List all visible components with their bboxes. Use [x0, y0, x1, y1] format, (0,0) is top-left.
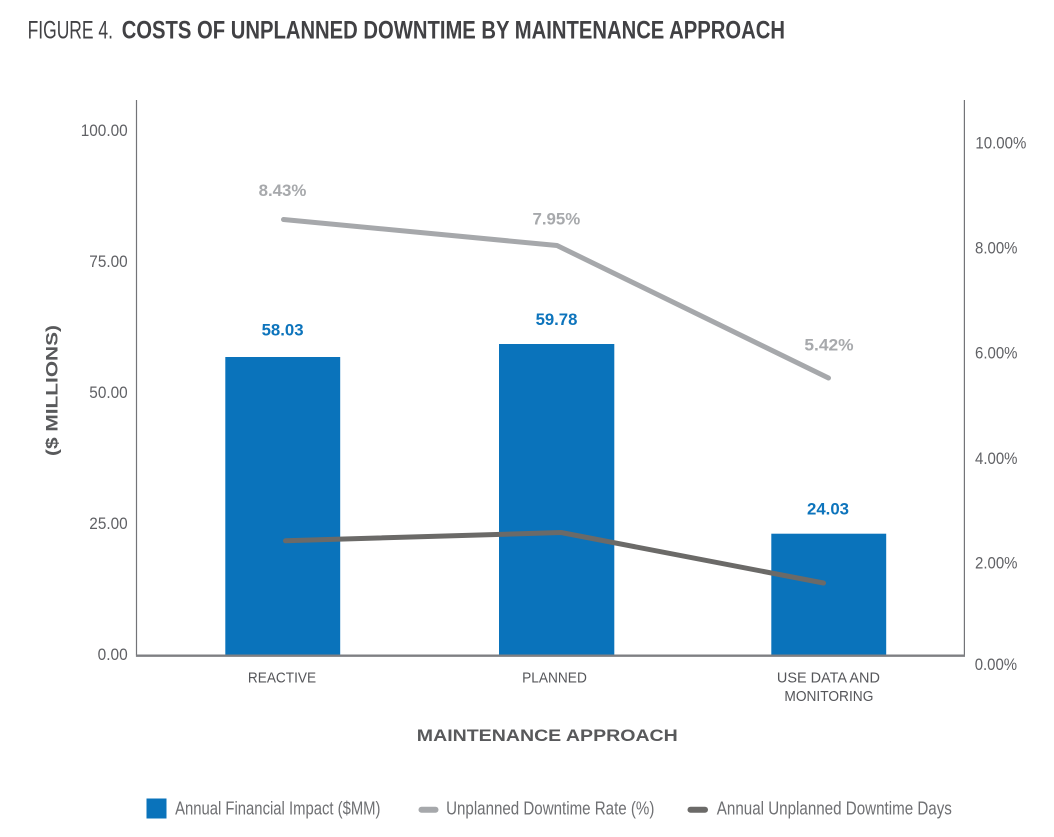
svg-text:COSTS OF UNPLANNED DOWNTIME BY: COSTS OF UNPLANNED DOWNTIME BY MAINTENAN… — [122, 17, 785, 45]
svg-text:2.00%: 2.00% — [975, 554, 1018, 572]
svg-text:59.78: 59.78 — [536, 310, 578, 329]
svg-text:10.00%: 10.00% — [975, 135, 1026, 153]
svg-text:Unplanned Downtime Rate (%): Unplanned Downtime Rate (%) — [446, 798, 654, 819]
svg-text:8.00%: 8.00% — [975, 240, 1018, 258]
svg-text:0.00: 0.00 — [98, 646, 128, 664]
svg-text:25.00: 25.00 — [89, 515, 127, 533]
svg-text:($ MILLIONS): ($ MILLIONS) — [44, 325, 62, 456]
svg-text:24.03: 24.03 — [807, 500, 849, 519]
svg-text:5.42%: 5.42% — [804, 335, 853, 354]
svg-text:Annual Unplanned Downtime Days: Annual Unplanned Downtime Days — [717, 798, 952, 819]
svg-text:7.95%: 7.95% — [533, 209, 581, 228]
svg-text:8.43%: 8.43% — [259, 181, 307, 200]
svg-text:100.00: 100.00 — [81, 122, 128, 140]
svg-text:58.03: 58.03 — [262, 321, 304, 340]
svg-text:MAINTENANCE APPROACH: MAINTENANCE APPROACH — [417, 727, 678, 745]
svg-text:50.00: 50.00 — [89, 384, 127, 402]
svg-text:USE DATA AND: USE DATA AND — [777, 669, 880, 686]
svg-text:REACTIVE: REACTIVE — [248, 669, 316, 686]
svg-text:4.00%: 4.00% — [975, 450, 1018, 468]
svg-text:75.00: 75.00 — [89, 253, 127, 271]
svg-text:PLANNED: PLANNED — [522, 669, 587, 686]
svg-text:MONITORING: MONITORING — [784, 688, 873, 705]
svg-text:6.00%: 6.00% — [975, 345, 1018, 363]
svg-text:0.00%: 0.00% — [975, 656, 1018, 674]
svg-text:Annual Financial Impact ($MM): Annual Financial Impact ($MM) — [175, 798, 380, 819]
svg-text:FIGURE 4.: FIGURE 4. — [28, 17, 113, 45]
